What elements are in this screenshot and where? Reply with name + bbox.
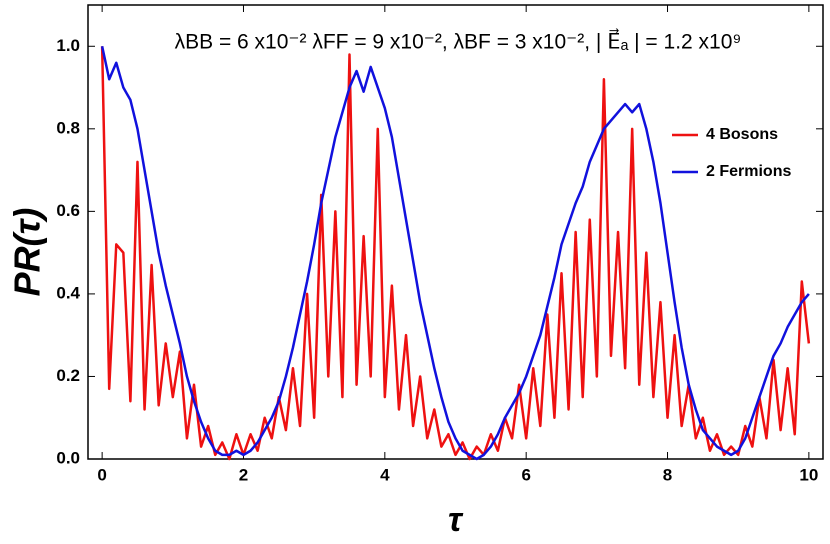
x-tick-label: 10 [799, 465, 818, 484]
y-tick-label: 0.8 [56, 118, 80, 137]
x-tick-label: 6 [521, 465, 530, 484]
legend-label: 4 Bosons [706, 126, 778, 143]
chart-title: λBB = 6 x10⁻² λFF = 9 x10⁻², λBF = 3 x10… [175, 29, 742, 54]
x-axis-label: τ [448, 501, 464, 539]
y-axis-label: PR(τ) [7, 208, 48, 297]
x-tick-label: 8 [663, 465, 672, 484]
y-tick-label: 0.4 [56, 283, 80, 302]
x-tick-label: 4 [380, 465, 390, 484]
y-tick-label: 1.0 [56, 36, 80, 55]
y-tick-label: 0.0 [56, 448, 80, 467]
data-line [100, 46, 810, 461]
plot-frame [87, 4, 824, 460]
x-tick-label: 2 [239, 465, 248, 484]
legend-label: 2 Fermions [706, 163, 791, 180]
x-tick-label: 0 [97, 465, 106, 484]
y-tick-label: 0.2 [56, 366, 80, 385]
data-line [100, 46, 811, 461]
y-tick-label: 0.6 [56, 201, 80, 220]
